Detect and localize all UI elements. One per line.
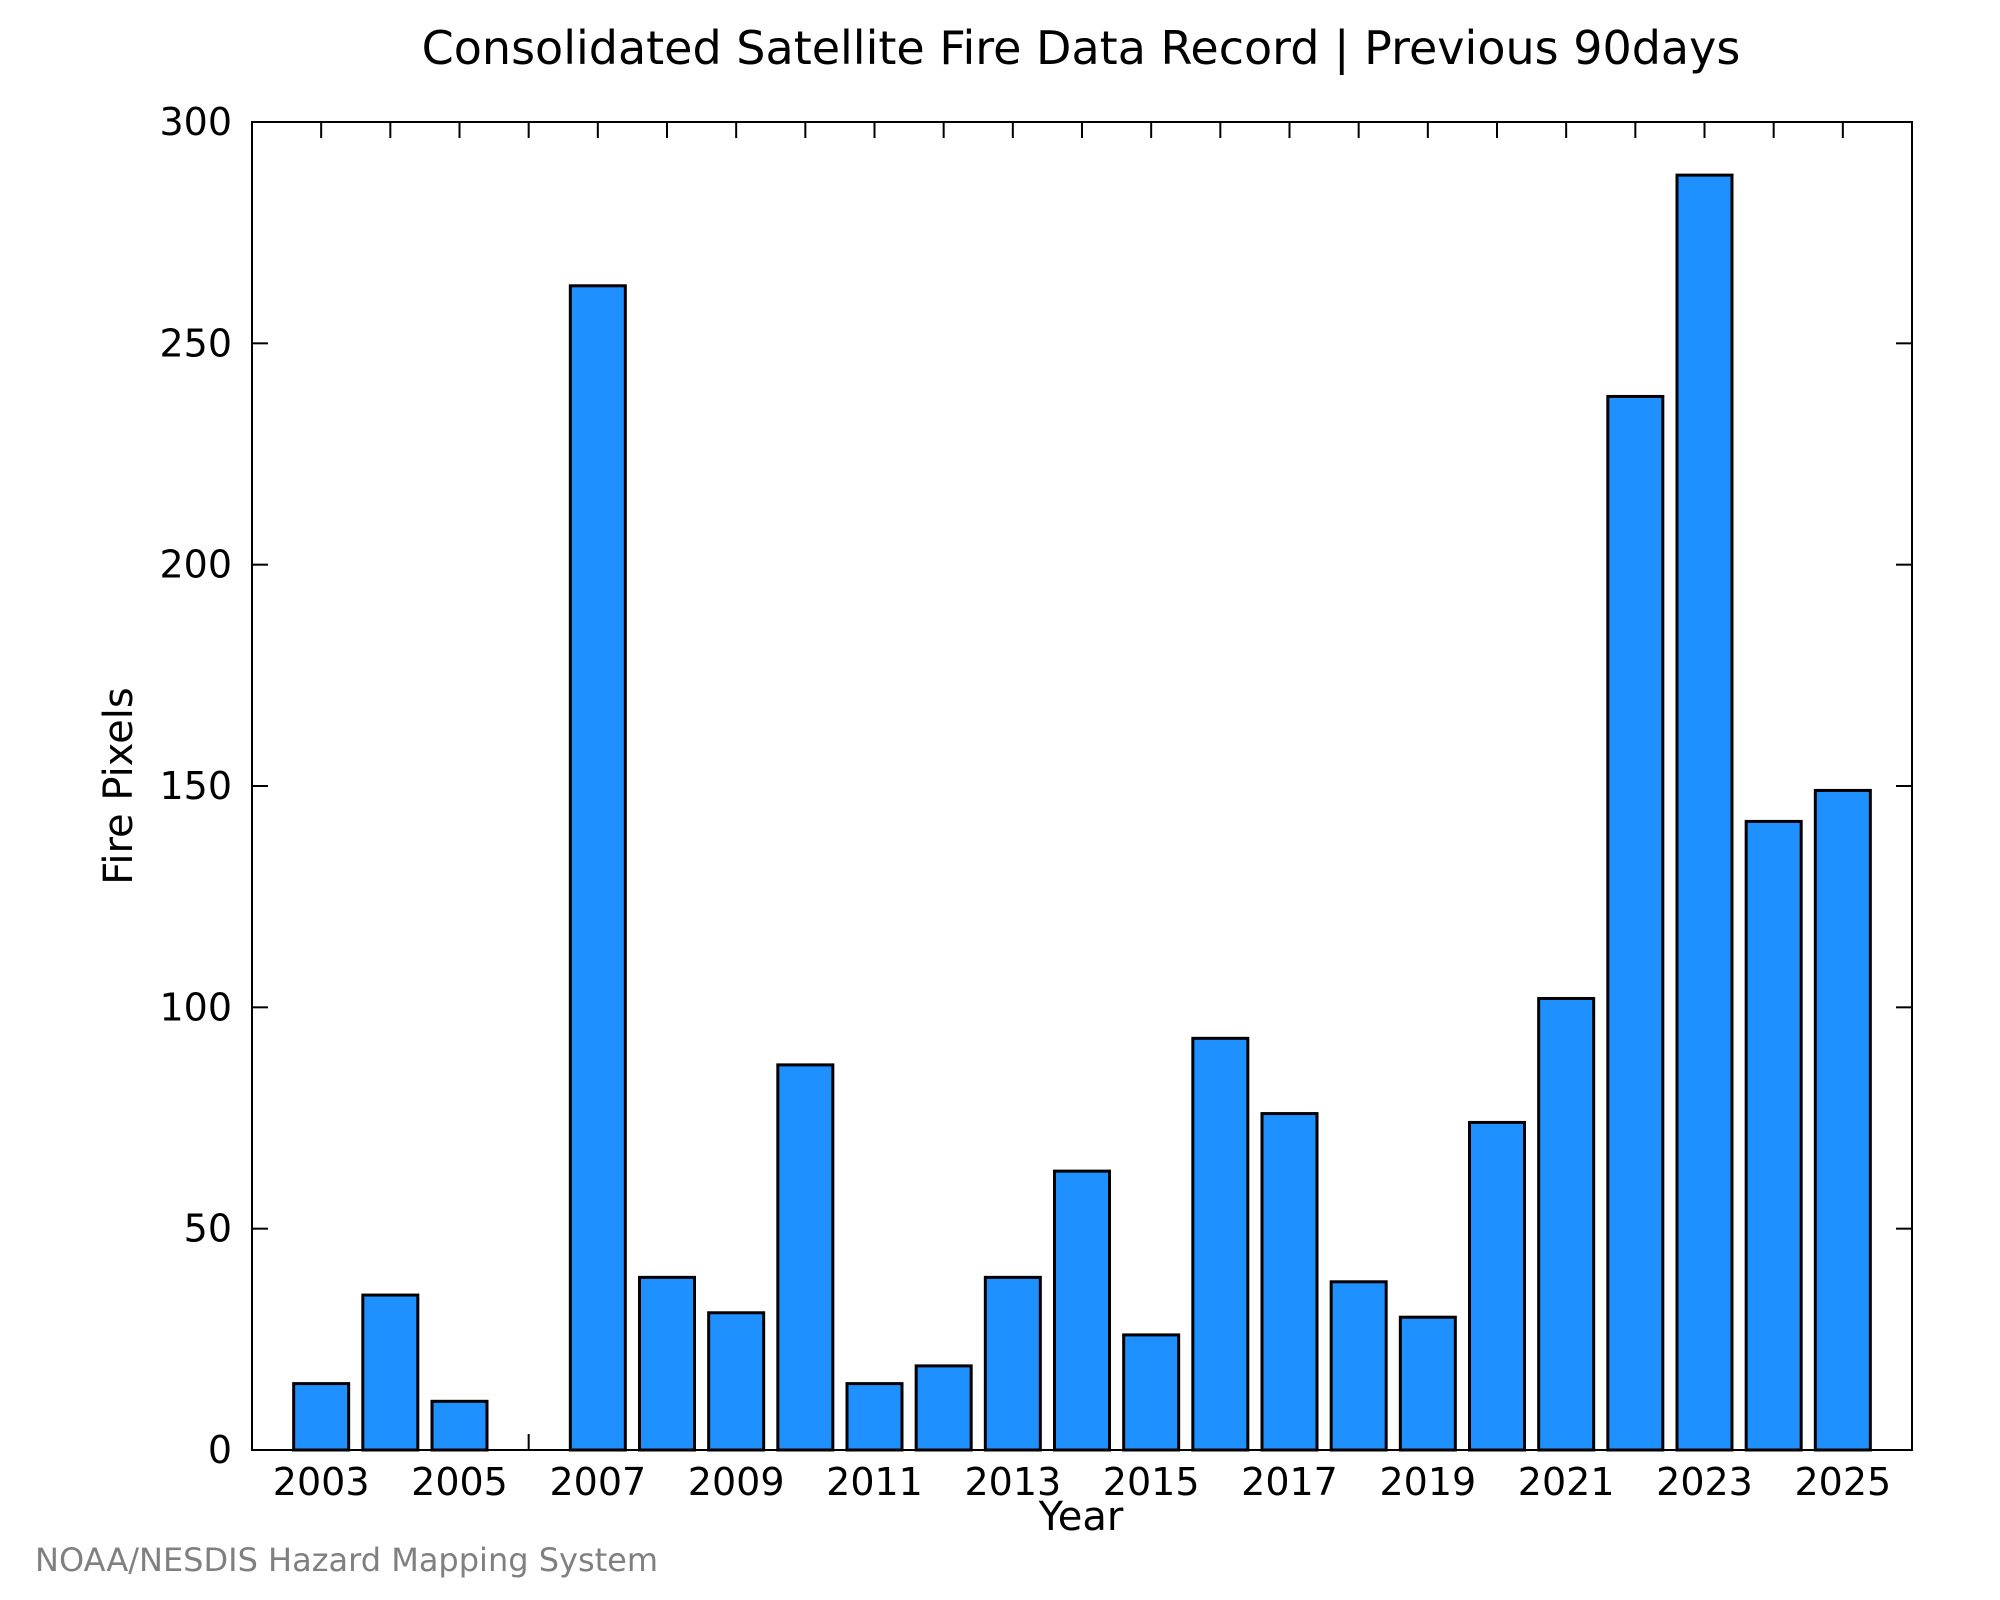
bar-2008: [638, 1275, 696, 1452]
x-axis-ticks: 2003 2005 2007 2009 2011 2013 2015 2017 2019 2021…: [273, 122, 1891, 1504]
bar-2010: [776, 1063, 835, 1452]
x-tick-label: 2017: [1241, 1460, 1338, 1504]
x-tick-label: 2009: [688, 1460, 785, 1504]
bar-2013: [983, 1275, 1042, 1452]
bar-2009: [707, 1311, 766, 1452]
bar-2003: [292, 1382, 351, 1452]
bar-2017: [1260, 1112, 1319, 1452]
bar-2004: [361, 1293, 420, 1452]
bar-2020: [1468, 1120, 1526, 1452]
y-axis-label: Fire Pixels: [96, 687, 142, 884]
bar-2005: [430, 1399, 489, 1452]
y-tick-label: 200: [159, 543, 232, 587]
y-tick-label: 100: [159, 985, 232, 1029]
x-axis-label: Year: [1038, 1494, 1124, 1540]
x-tick-label: 2007: [549, 1460, 646, 1504]
y-tick-label: 0: [208, 1428, 232, 1472]
bar-2018: [1329, 1280, 1388, 1452]
x-tick-label: 2023: [1656, 1460, 1753, 1504]
x-tick-label: 2021: [1518, 1460, 1615, 1504]
source-credit: NOAA/NESDIS Hazard Mapping System: [35, 1541, 658, 1579]
x-tick-label: 2003: [273, 1460, 370, 1504]
bar-2014: [1053, 1169, 1111, 1452]
bar-2016: [1191, 1036, 1250, 1452]
bar-series: [292, 173, 1872, 1452]
bar-2019: [1398, 1315, 1457, 1452]
bar-2023: [1675, 173, 1734, 1452]
x-tick-label: 2005: [411, 1460, 508, 1504]
y-tick-label: 250: [159, 321, 232, 365]
x-tick-label: 2025: [1794, 1460, 1891, 1504]
y-tick-label: 50: [184, 1207, 232, 1251]
y-tick-label: 150: [159, 764, 232, 808]
x-tick-label: 2013: [964, 1460, 1061, 1504]
x-tick-label: 2011: [826, 1460, 923, 1504]
bar-2025: [1813, 788, 1872, 1452]
bar-2022: [1606, 394, 1665, 1452]
x-tick-label: 2019: [1379, 1460, 1476, 1504]
x-tick-label: 2015: [1103, 1460, 1200, 1504]
bar-2011: [845, 1382, 904, 1452]
bar-2015: [1122, 1333, 1181, 1452]
chart-title: Consolidated Satellite Fire Data Record …: [422, 21, 1741, 76]
y-axis-ticks: 0 50 100 150 200 250 300: [159, 100, 1912, 1472]
bar-2024: [1744, 819, 1803, 1452]
bar-2007: [568, 284, 627, 1452]
bar-2012: [914, 1364, 973, 1452]
bar-2021: [1537, 996, 1596, 1452]
y-tick-label: 300: [159, 100, 232, 144]
